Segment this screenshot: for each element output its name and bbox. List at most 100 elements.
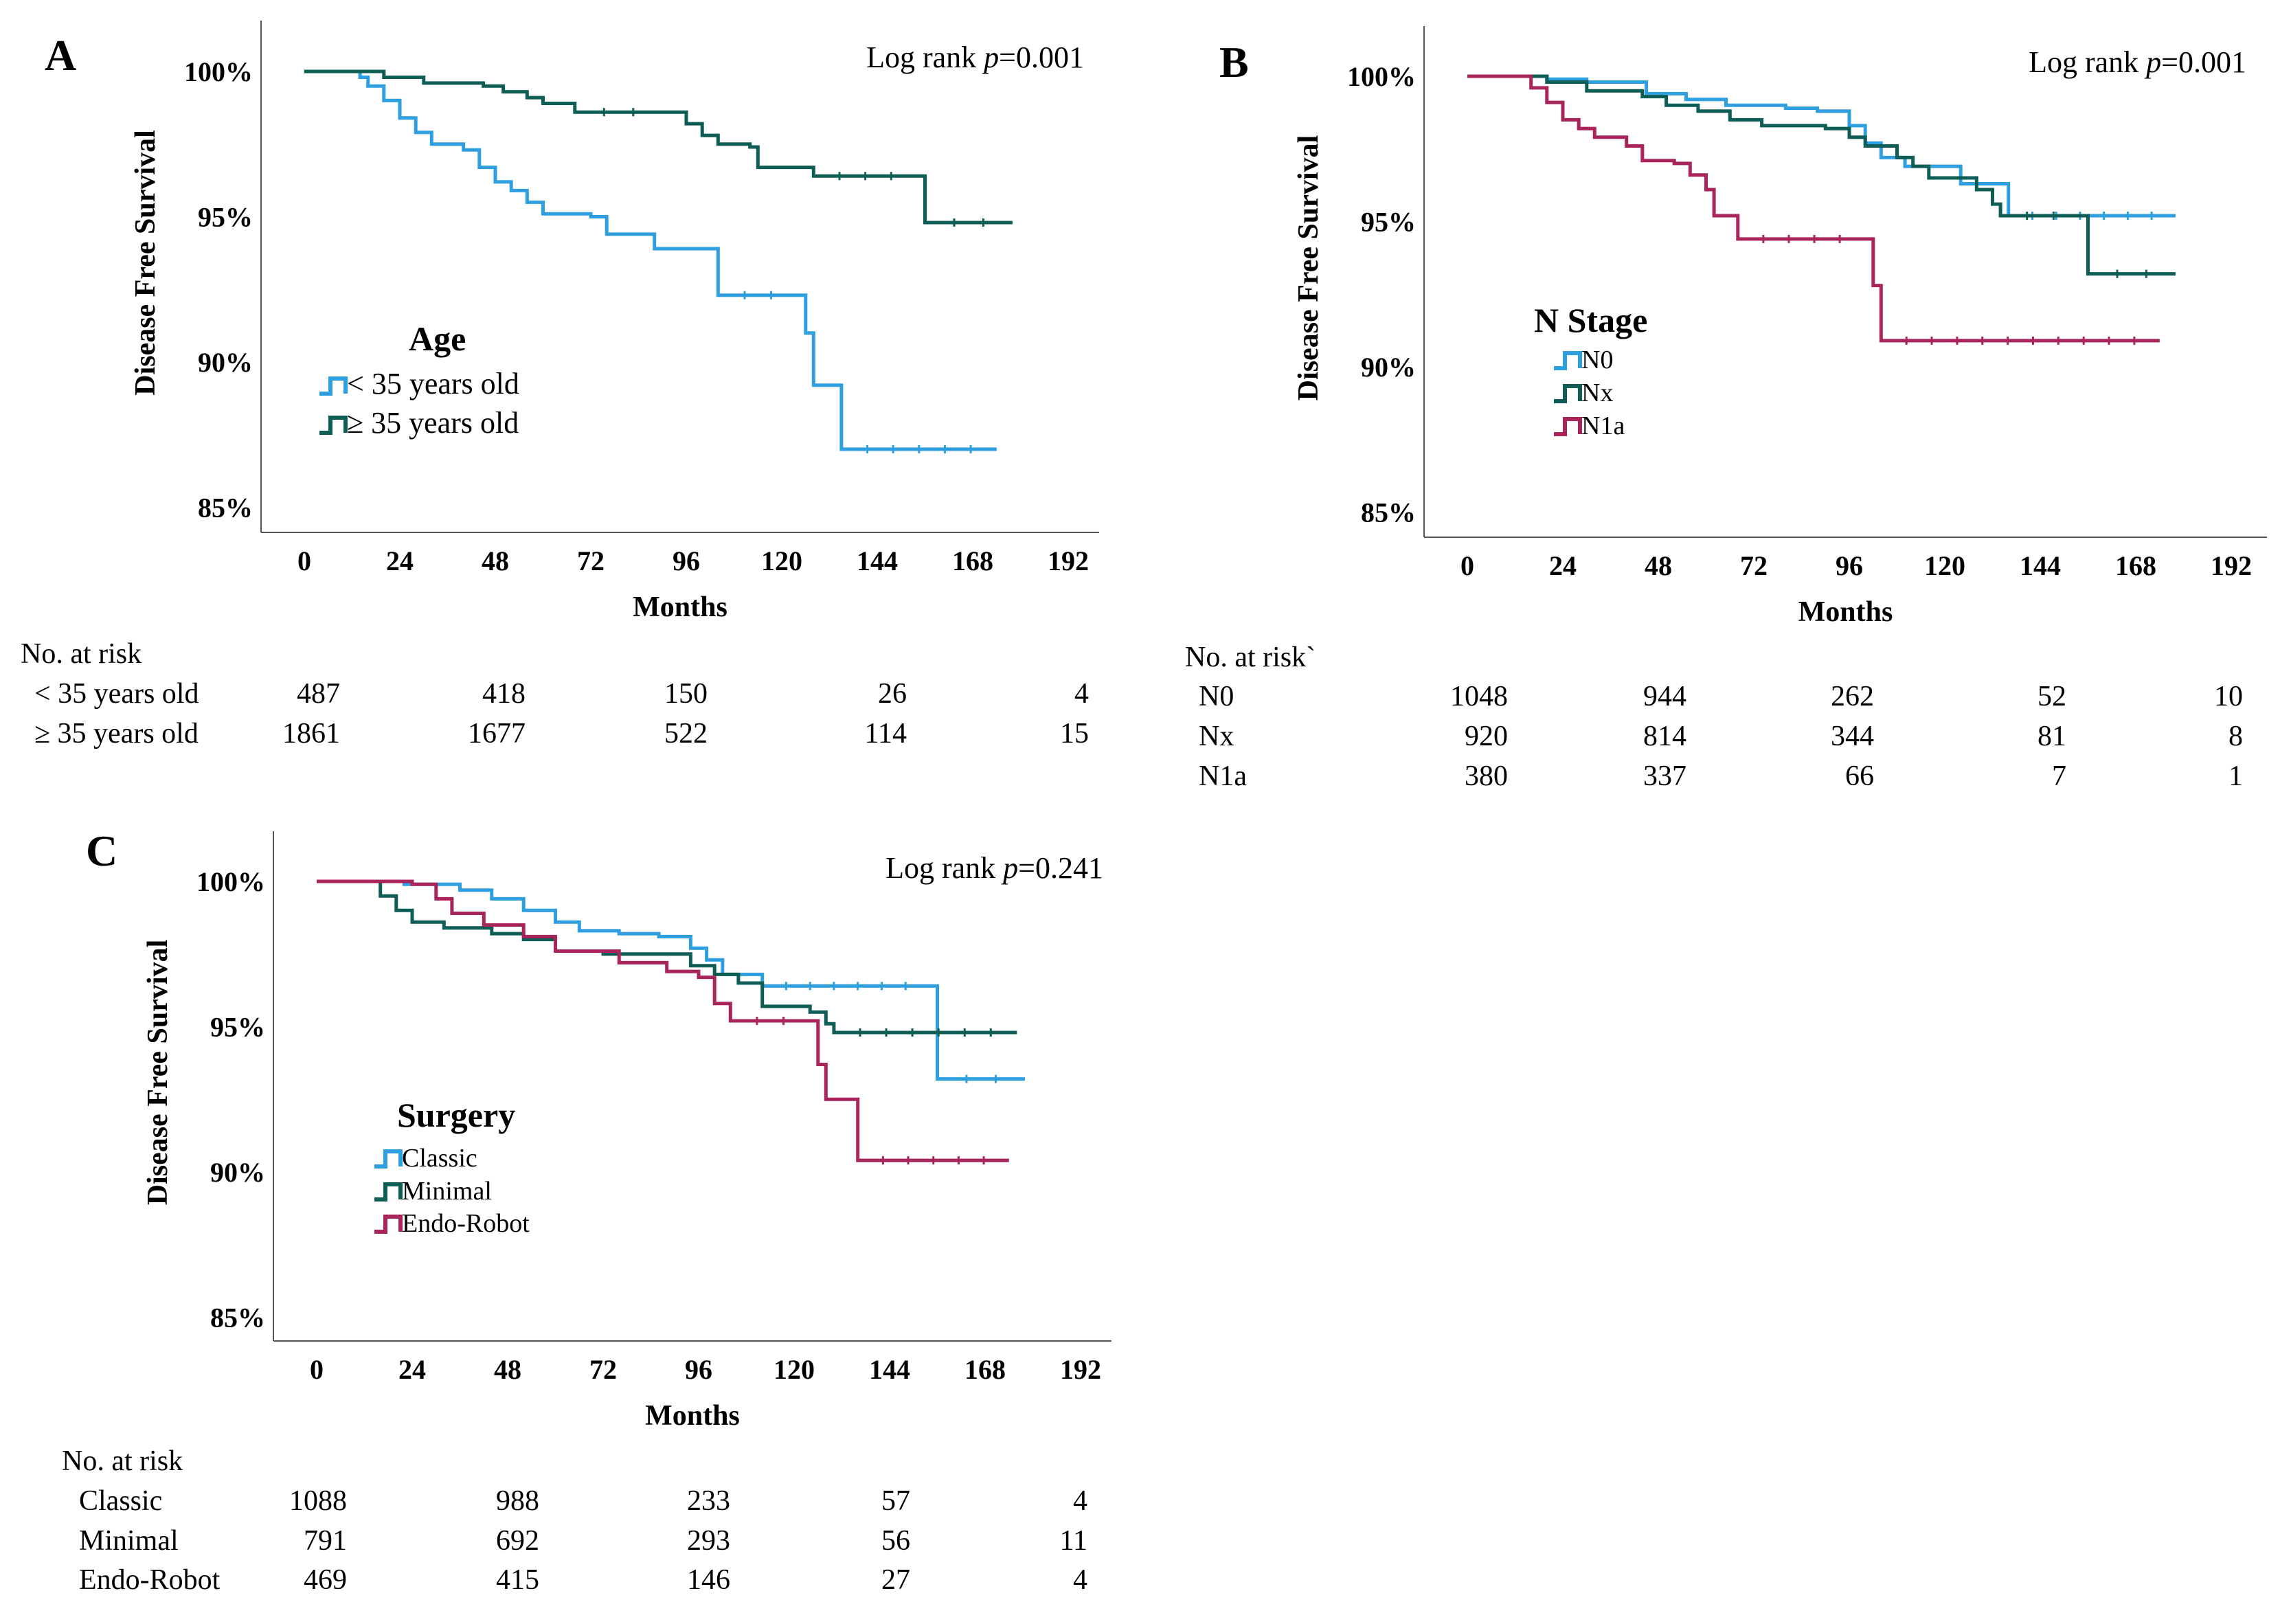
risk-cell: 4 xyxy=(1074,678,1089,710)
y-axis-label: Disease Free Survival xyxy=(142,940,174,1206)
series-line-n1a xyxy=(1467,74,2160,343)
legend-label: Endo-Robot xyxy=(402,1209,530,1238)
legend-swatch xyxy=(1554,384,1582,403)
risk-cell: 337 xyxy=(1643,760,1686,792)
x-tick-label: 168 xyxy=(952,545,993,576)
log-rank-p: p xyxy=(2144,45,2161,79)
legend-swatch xyxy=(1554,417,1582,436)
legend-label: N0 xyxy=(1581,346,1613,374)
y-axis-label: Disease Free Survival xyxy=(1293,135,1324,401)
legend-swatch xyxy=(319,376,348,396)
x-tick-label: 192 xyxy=(2211,550,2252,581)
x-tick-label: 48 xyxy=(482,545,509,576)
x-tick-label: 192 xyxy=(1048,545,1089,576)
x-tick-label: 48 xyxy=(1645,550,1672,581)
series-line-nx xyxy=(1467,74,2176,276)
risk-cell: 4 xyxy=(1073,1485,1087,1517)
risk-cell: 814 xyxy=(1643,721,1686,752)
panel-letter: B xyxy=(1219,38,1249,87)
legend-title: N Stage xyxy=(1534,301,1647,339)
log-rank-prefix: Log rank xyxy=(2029,45,2146,79)
log-rank-p: p xyxy=(1001,851,1018,885)
legend-label: < 35 years old xyxy=(347,367,519,401)
legend-label: N1a xyxy=(1581,411,1625,440)
risk-cell: 1088 xyxy=(289,1485,347,1517)
x-tick-label: 0 xyxy=(310,1354,324,1385)
x-tick-label: 96 xyxy=(673,545,700,576)
panel-letter: A xyxy=(45,31,76,80)
risk-cell: 487 xyxy=(297,678,340,710)
x-tick-label: 168 xyxy=(2115,550,2156,581)
risk-cell: 27 xyxy=(881,1564,910,1596)
series-line-minimal xyxy=(317,879,1017,1035)
risk-row-label: Minimal xyxy=(79,1525,179,1557)
risk-row-label: Classic xyxy=(79,1485,162,1517)
x-tick-label: 24 xyxy=(386,545,414,576)
log-rank-value: =0.001 xyxy=(999,41,1084,74)
log-rank-annotation: Log rank p=0.241 xyxy=(885,851,1103,885)
x-tick-label: 120 xyxy=(1924,550,1965,581)
risk-cell: 1861 xyxy=(282,718,340,749)
risk-cell: 1048 xyxy=(1450,681,1508,712)
y-axis-label: Disease Free Survival xyxy=(130,130,161,396)
risk-cell: 262 xyxy=(1831,681,1874,712)
y-tick-label: 100% xyxy=(1347,61,1416,92)
x-axis-label: Months xyxy=(645,1400,740,1432)
legend-title: Surgery xyxy=(397,1096,515,1134)
y-tick-label: 85% xyxy=(198,493,253,523)
legend-swatch xyxy=(374,1215,403,1234)
log-rank-value: =0.001 xyxy=(2161,45,2246,79)
x-axis-label: Months xyxy=(633,591,727,623)
legend-label: Minimal xyxy=(402,1177,492,1206)
series-line-endo-robot xyxy=(317,879,1009,1162)
risk-table-header: No. at risk` xyxy=(1185,642,1316,673)
risk-row-label: Endo-Robot xyxy=(79,1564,221,1596)
log-rank-annotation: Log rank p=0.001 xyxy=(2029,45,2246,79)
risk-row-label: Nx xyxy=(1199,721,1234,752)
x-tick-label: 24 xyxy=(1549,550,1577,581)
y-tick-label: 95% xyxy=(198,202,253,233)
legend-swatch xyxy=(319,416,348,435)
panel-b: B 100% 95% 90% 85% 0 24 48 72 96 120 144 168 192 Month… xyxy=(1185,26,2267,792)
risk-cell: 988 xyxy=(496,1485,539,1517)
risk-cell: 11 xyxy=(1060,1525,1087,1557)
risk-cell: 418 xyxy=(482,678,526,710)
x-tick-label: 144 xyxy=(2020,550,2061,581)
risk-cell: 56 xyxy=(881,1525,910,1557)
y-tick-label: 95% xyxy=(210,1012,265,1043)
x-tick-label: 144 xyxy=(869,1354,910,1385)
risk-cell: 791 xyxy=(304,1525,347,1557)
x-tick-label: 192 xyxy=(1060,1354,1101,1385)
risk-cell: 10 xyxy=(2214,681,2243,712)
risk-cell: 522 xyxy=(664,718,708,749)
risk-cell: 293 xyxy=(687,1525,730,1557)
y-tick-label: 85% xyxy=(210,1302,265,1333)
x-tick-label: 96 xyxy=(1836,550,1863,581)
risk-cell: 469 xyxy=(304,1564,347,1596)
risk-cell: 150 xyxy=(664,678,708,710)
x-tick-label: 72 xyxy=(589,1354,617,1385)
risk-cell: 26 xyxy=(878,678,907,710)
log-rank-prefix: Log rank xyxy=(866,41,984,74)
risk-cell: 4 xyxy=(1073,1564,1087,1596)
series-line-35-years-old xyxy=(304,69,1013,225)
risk-cell: 233 xyxy=(687,1485,730,1517)
legend-swatch xyxy=(374,1149,403,1169)
y-tick-label: 100% xyxy=(184,56,253,87)
x-tick-label: 72 xyxy=(1740,550,1768,581)
x-tick-label: 48 xyxy=(494,1354,521,1385)
y-tick-label: 90% xyxy=(198,347,253,378)
x-tick-label: 24 xyxy=(398,1354,426,1385)
risk-table-header: No. at risk xyxy=(21,638,142,670)
series-line-35-years-old xyxy=(304,69,997,451)
risk-cell: 146 xyxy=(687,1564,730,1596)
x-axis-label: Months xyxy=(1798,596,1893,628)
panel-a: A 100% 95% 90% 85% 0 24 48 72 96 120 144 168 192 Month… xyxy=(21,21,1099,749)
x-tick-label: 72 xyxy=(577,545,605,576)
risk-row-label: N1a xyxy=(1199,760,1247,792)
panel-letter: C xyxy=(86,826,117,875)
log-rank-p: p xyxy=(982,41,999,74)
y-tick-label: 95% xyxy=(1361,207,1416,238)
x-tick-label: 168 xyxy=(964,1354,1006,1385)
